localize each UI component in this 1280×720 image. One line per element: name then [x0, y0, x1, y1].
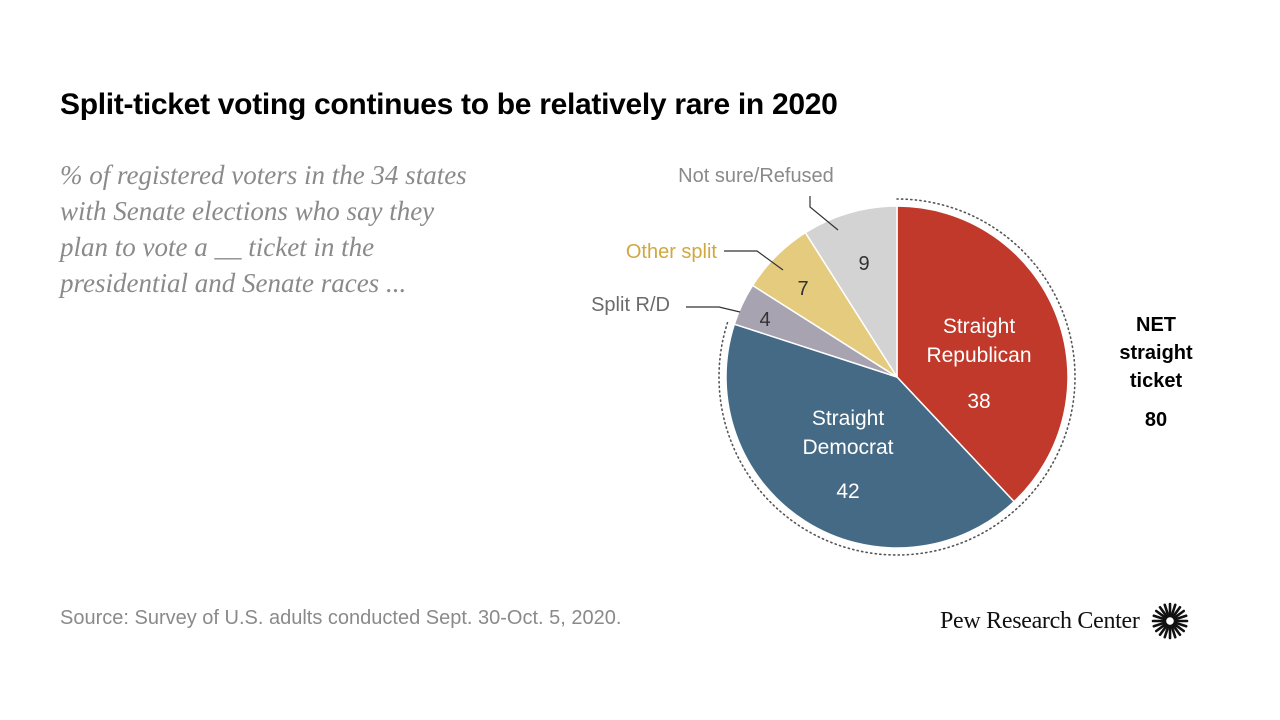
pew-brand: Pew Research Center — [940, 602, 1190, 640]
pie-slice-straight-democrat — [725, 323, 1015, 549]
source-note: Source: Survey of U.S. adults conducted … — [60, 607, 622, 629]
slice-label-other-split: Other split — [626, 241, 718, 263]
slice-label-straight-republican: Republican — [926, 344, 1031, 367]
net-value: 80 — [1144, 409, 1168, 431]
slice-value-other-split: 7 — [797, 278, 808, 300]
leader-line-other-split — [724, 250, 784, 271]
net-straight-ticket-callout: NET straight ticket 80 — [1106, 311, 1206, 434]
subtitle-line: plan to vote a __ ticket in the — [60, 232, 375, 262]
pie-slice-not-sure-refused — [804, 205, 898, 378]
slice-label-straight-democrat: Straight — [812, 407, 885, 430]
slice-value-straight-republican: 38 — [967, 390, 990, 413]
pew-sunburst-icon — [1151, 602, 1188, 640]
subtitle-line: presidential and Senate races ... — [60, 268, 407, 298]
chart-title: Split-ticket voting continues to be rela… — [60, 88, 838, 121]
pie-slice-straight-republican — [896, 205, 1069, 503]
leader-line-not-sure-refused — [809, 196, 839, 231]
brand-name: Pew Research Center — [940, 607, 1140, 634]
slice-label-straight-democrat: Democrat — [802, 436, 893, 459]
slice-label-not-sure-refused: Not sure/Refused — [678, 165, 834, 187]
net-label-line: ticket — [1129, 370, 1183, 392]
leader-line-split-r-d — [686, 306, 741, 313]
net-label-line: NET — [1136, 314, 1176, 336]
slice-value-not-sure-refused: 9 — [858, 253, 869, 275]
slice-label-split-r-d: Split R/D — [591, 294, 670, 316]
chart-subtitle: % of registered voters in the 34 states … — [60, 157, 560, 301]
net-label-line: straight — [1119, 342, 1193, 364]
slice-label-straight-republican: Straight — [943, 315, 1016, 338]
subtitle-line: % of registered voters in the 34 states — [60, 160, 467, 190]
slice-value-straight-democrat: 42 — [836, 480, 859, 503]
subtitle-line: with Senate elections who say they — [60, 196, 435, 226]
net-bracket-arc — [718, 198, 1076, 556]
slice-value-split-r-d: 4 — [759, 309, 770, 331]
